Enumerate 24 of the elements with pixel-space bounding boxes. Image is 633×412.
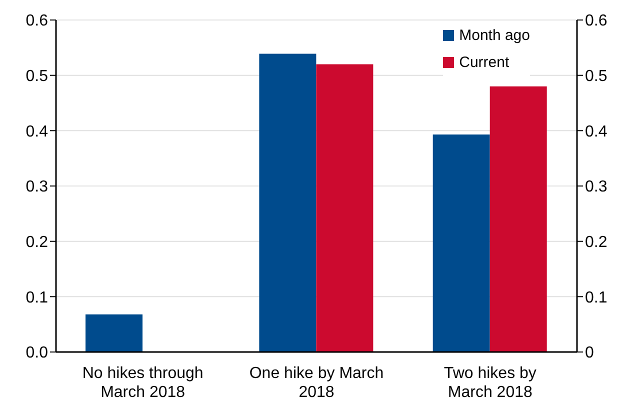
y-tick-label: 0.0	[26, 344, 48, 362]
bar	[86, 314, 143, 352]
bar	[432, 134, 490, 352]
legend-label: Current	[459, 53, 510, 73]
y2-tick-label: 0.3	[585, 178, 608, 196]
y2-tick-label: 0.2	[585, 234, 608, 252]
x-tick-label: One hike by March 2018	[249, 365, 384, 401]
y-tick-label: 0.6	[26, 12, 48, 30]
y2-tick-label: 0.1	[585, 289, 608, 306]
y-tick-label: 0.1	[26, 289, 48, 306]
y-tick-label: 0.2	[26, 234, 48, 252]
bar	[490, 86, 547, 352]
y-tick-label: 0.4	[26, 123, 48, 140]
y2-tick-label: 0.4	[585, 123, 608, 140]
bar	[259, 54, 316, 352]
y-tick-label: 0.5	[26, 68, 48, 86]
legend-label: Month ago	[459, 26, 530, 46]
x-tick-label: No hikes through March 2018	[82, 365, 204, 401]
y-tick-label: 0.3	[26, 178, 48, 196]
x-tick-label: Two hikes by March 2018	[444, 365, 536, 401]
y2-tick-label: 0	[585, 344, 594, 362]
y2-tick-label: 0.5	[585, 68, 608, 86]
bar	[316, 64, 374, 352]
y2-tick-label: 0.6	[585, 12, 608, 30]
